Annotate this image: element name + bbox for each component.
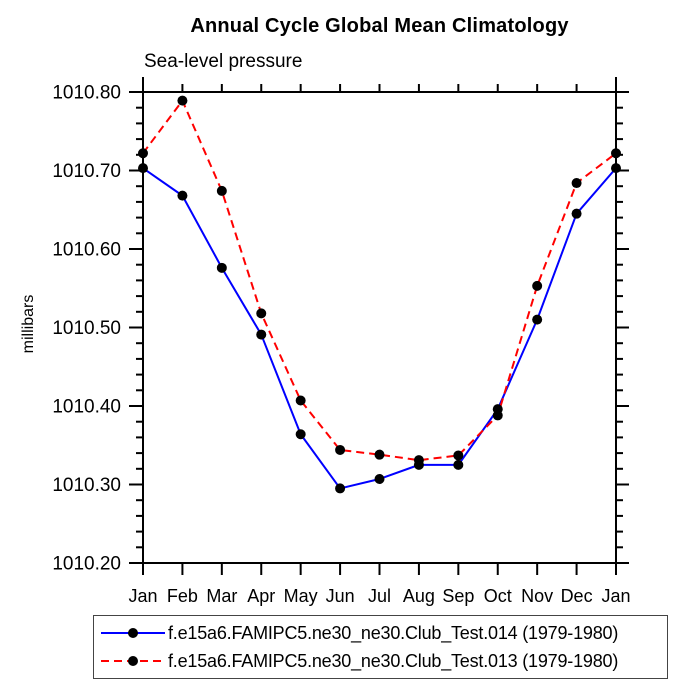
data-point-marker	[532, 280, 543, 291]
data-point-marker	[453, 450, 464, 461]
series-line-1	[142, 99, 617, 462]
legend-sample-dashed-line	[101, 656, 165, 666]
x-tick-label: Sep	[442, 586, 474, 606]
chart-title: Annual Cycle Global Mean Climatology	[190, 15, 569, 37]
chart-subtitle: Sea-level pressure	[144, 51, 303, 72]
y-tick-label: 1010.60	[52, 240, 121, 261]
data-point-marker	[177, 190, 188, 201]
series-line-0	[142, 167, 617, 490]
x-tick-label: May	[284, 586, 318, 606]
data-point-marker	[492, 410, 503, 421]
y-tick-label: 1010.30	[52, 475, 121, 496]
y-tick-label: 1010.70	[52, 161, 121, 182]
legend-marker-dot-icon	[128, 628, 138, 638]
legend-item-test013: f.e15a6.FAMIPC5.ne30_ne30.Club_Test.013 …	[94, 647, 667, 675]
data-point-marker	[295, 429, 306, 440]
legend: f.e15a6.FAMIPC5.ne30_ne30.Club_Test.014 …	[93, 615, 668, 679]
data-point-marker	[295, 395, 306, 406]
data-point-marker	[256, 329, 267, 340]
data-point-marker	[216, 185, 227, 196]
x-tick-label: Jan	[128, 586, 157, 606]
x-tick-label: Apr	[247, 586, 275, 606]
data-point-marker	[532, 314, 543, 325]
legend-label-test013: f.e15a6.FAMIPC5.ne30_ne30.Club_Test.013 …	[168, 650, 619, 671]
data-point-marker	[611, 163, 621, 174]
data-point-marker	[256, 308, 267, 319]
data-point-marker	[374, 474, 385, 485]
data-point-marker	[571, 208, 582, 219]
data-point-marker	[177, 95, 188, 106]
x-tick-label: Jul	[368, 586, 391, 606]
data-point-marker	[611, 148, 621, 159]
y-tick-label: 1010.50	[52, 318, 121, 339]
data-point-marker	[413, 455, 424, 466]
data-point-marker	[335, 483, 346, 494]
y-tick-label: 1010.20	[52, 554, 121, 575]
y-tick-label: 1010.80	[52, 83, 121, 104]
legend-item-test014: f.e15a6.FAMIPC5.ne30_ne30.Club_Test.014 …	[94, 619, 667, 647]
x-tick-label: Feb	[167, 586, 198, 606]
legend-sample-solid-line	[101, 628, 165, 638]
data-point-marker	[216, 262, 227, 273]
x-tick-label: Jan	[601, 586, 630, 606]
x-tick-label: Nov	[521, 586, 553, 606]
data-point-marker	[374, 449, 385, 460]
legend-label-test014: f.e15a6.FAMIPC5.ne30_ne30.Club_Test.014 …	[168, 622, 619, 643]
x-tick-label: Jun	[326, 586, 355, 606]
data-point-marker	[335, 444, 346, 455]
x-tick-label: Dec	[561, 586, 593, 606]
legend-marker-dot-icon	[128, 656, 138, 666]
x-tick-label: Mar	[206, 586, 237, 606]
data-point-marker	[571, 178, 582, 189]
x-tick-label: Oct	[484, 586, 512, 606]
y-tick-label: 1010.40	[52, 397, 121, 418]
x-tick-label: Aug	[403, 586, 435, 606]
data-point-marker	[138, 148, 148, 159]
data-point-marker	[138, 163, 148, 174]
data-point-marker	[453, 459, 464, 470]
